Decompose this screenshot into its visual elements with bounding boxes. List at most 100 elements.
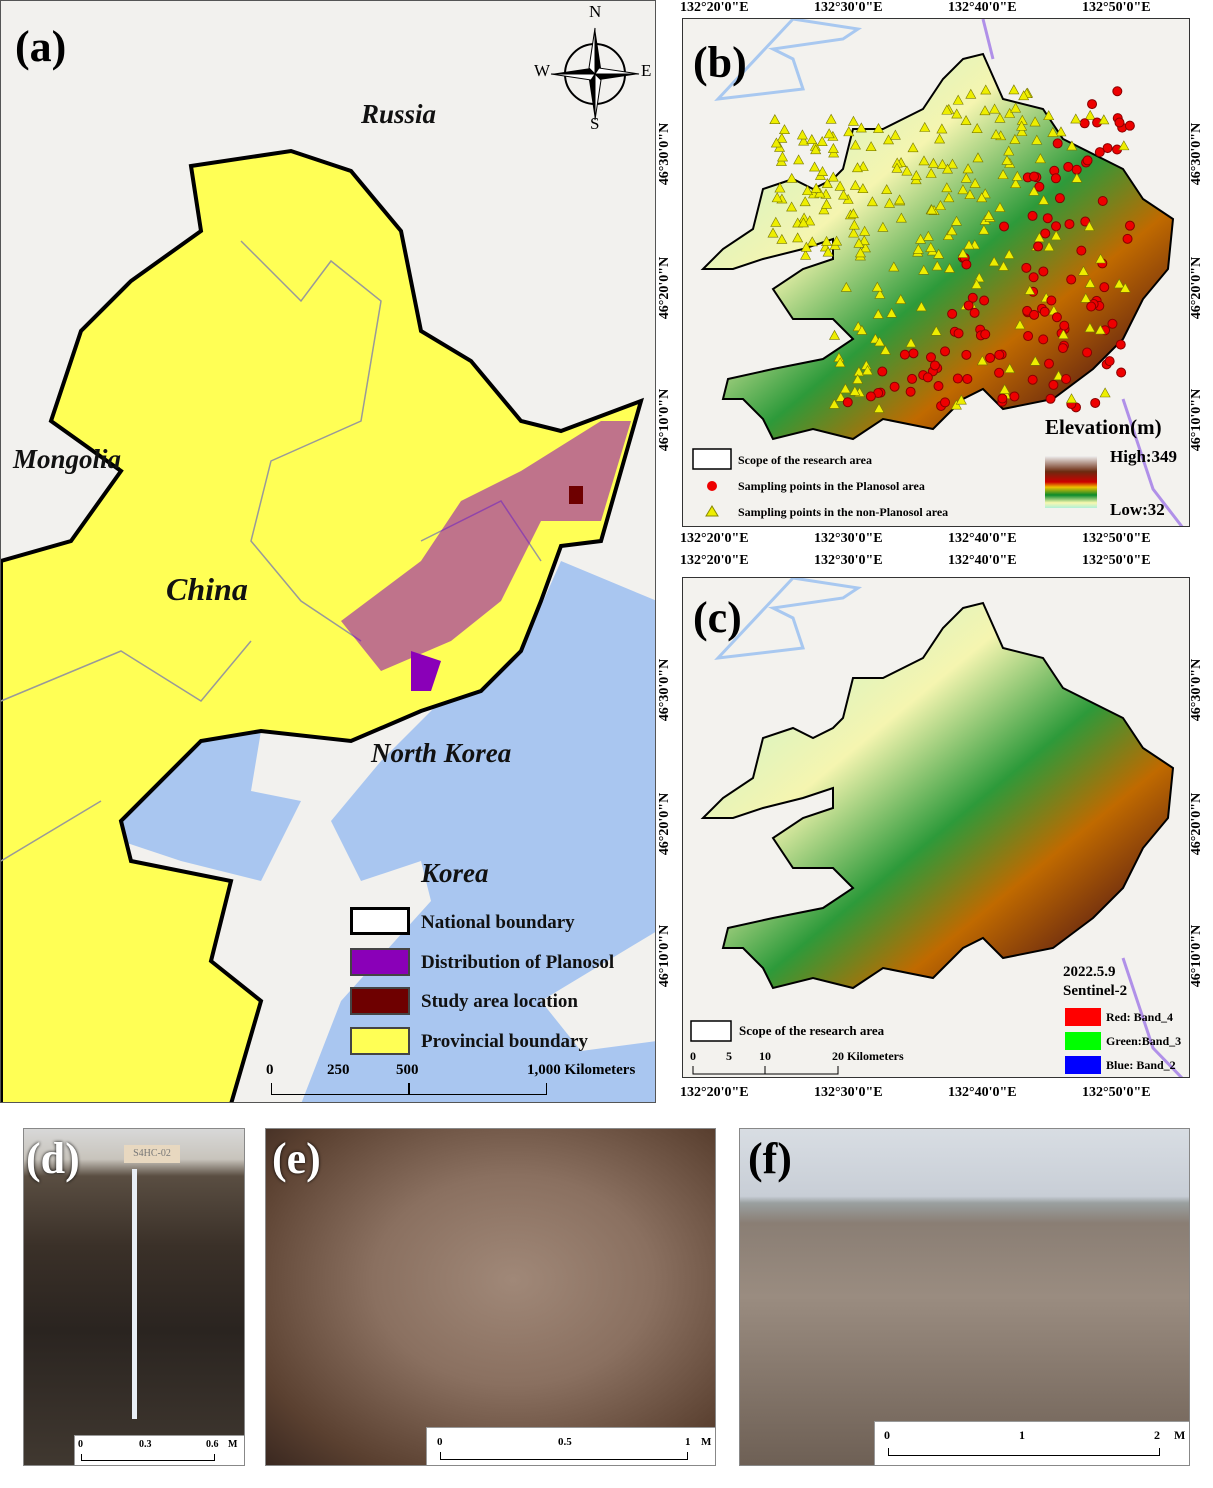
non-planosol-point bbox=[804, 215, 816, 226]
legend-swatch-study bbox=[350, 987, 410, 1015]
lat-label: 46°10'0"N bbox=[657, 924, 673, 988]
non-planosol-point bbox=[895, 212, 907, 223]
panel-c-letter: (c) bbox=[693, 593, 742, 642]
non-planosol-point bbox=[874, 336, 886, 347]
lat-label: 46°20'0"N bbox=[657, 792, 673, 856]
scale-tick: 1,000 Kilometers bbox=[527, 1062, 636, 1078]
non-planosol-point bbox=[994, 201, 1006, 212]
non-planosol-point bbox=[1066, 140, 1078, 151]
non-planosol-point bbox=[827, 142, 839, 153]
band-label: Red: Band_4 bbox=[1106, 1010, 1174, 1024]
planosol-point bbox=[1087, 99, 1098, 110]
photo-soil-surface: (e) 0 0.5 1 M bbox=[265, 1128, 716, 1466]
non-planosol-point bbox=[946, 158, 958, 169]
planosol-point bbox=[1090, 397, 1101, 408]
planosol-point bbox=[962, 373, 973, 384]
non-planosol-point bbox=[831, 235, 843, 246]
planosol-point bbox=[1104, 356, 1115, 367]
lon-label: 132°20'0"E bbox=[680, 531, 749, 546]
scale-tick: M bbox=[701, 1436, 712, 1448]
planosol-point bbox=[1071, 164, 1082, 175]
lon-label: 132°30'0"E bbox=[814, 553, 883, 568]
panel-d-letter: (d) bbox=[26, 1134, 80, 1183]
non-planosol-point bbox=[796, 129, 808, 140]
non-planosol-point bbox=[849, 139, 861, 150]
non-planosol-point bbox=[857, 183, 869, 193]
planosol-point bbox=[1080, 216, 1091, 227]
scale-tick: 5 bbox=[726, 1049, 732, 1063]
planosol-point bbox=[1059, 320, 1070, 331]
planosol-point bbox=[1043, 358, 1054, 369]
non-planosol-point bbox=[964, 189, 976, 200]
non-planosol-point bbox=[798, 135, 810, 146]
non-planosol-point bbox=[883, 197, 896, 208]
planosol-point bbox=[1038, 266, 1049, 277]
lon-label: 132°40'0"E bbox=[948, 553, 1017, 568]
planosol-point bbox=[967, 292, 978, 303]
non-planosol-point bbox=[957, 247, 969, 258]
non-planosol-point bbox=[912, 243, 924, 254]
band-red-swatch bbox=[1065, 1008, 1101, 1026]
planosol-point bbox=[1040, 228, 1051, 239]
non-planosol-point bbox=[879, 344, 891, 355]
non-planosol-point bbox=[822, 246, 834, 257]
scale-tick: 500 bbox=[396, 1062, 419, 1078]
non-planosol-point bbox=[941, 182, 953, 193]
planosol-point bbox=[961, 259, 972, 270]
non-planosol-point bbox=[957, 184, 969, 195]
planosol-point bbox=[1051, 312, 1062, 323]
planosol-point bbox=[980, 329, 991, 340]
planosol-point bbox=[961, 349, 972, 360]
planosol-point bbox=[925, 352, 936, 363]
scale-tick: 1 bbox=[1019, 1428, 1025, 1442]
non-planosol-point bbox=[976, 355, 988, 366]
non-planosol-point bbox=[888, 261, 900, 272]
compass-e: E bbox=[641, 61, 652, 80]
lat-label: 46°20'0"N bbox=[1189, 256, 1205, 320]
scale-tick: M bbox=[1174, 1428, 1186, 1442]
lat-label: 46°20'0"N bbox=[657, 256, 673, 320]
planosol-point bbox=[1023, 331, 1034, 342]
non-planosol-point bbox=[895, 293, 907, 304]
non-planosol-point bbox=[865, 141, 877, 152]
planosol-point bbox=[1057, 343, 1068, 354]
panel-e-letter: (e) bbox=[272, 1134, 321, 1183]
non-planosol-point bbox=[1118, 140, 1130, 151]
non-planosol-point bbox=[988, 256, 1000, 267]
photo-soil-profile: S4HC-02 (d) 0 0.3 0.6 M bbox=[23, 1128, 245, 1466]
non-planosol-point bbox=[925, 167, 937, 178]
band-label: Green:Band_3 bbox=[1106, 1034, 1182, 1048]
non-planosol-point bbox=[1077, 265, 1089, 276]
non-planosol-point bbox=[776, 132, 788, 143]
non-planosol-point bbox=[786, 172, 798, 183]
non-planosol-point bbox=[1038, 194, 1050, 205]
planosol-point bbox=[1039, 306, 1050, 317]
non-planosol-point bbox=[825, 113, 837, 124]
lon-label: 132°30'0"E bbox=[814, 531, 883, 546]
non-planosol-point bbox=[1008, 84, 1020, 95]
non-planosol-point bbox=[1098, 114, 1110, 125]
planosol-point bbox=[994, 367, 1005, 378]
non-planosol-point bbox=[838, 189, 850, 200]
planosol-point bbox=[1115, 339, 1126, 350]
elevation-low: Low:32 bbox=[1110, 500, 1165, 519]
panel-a-letter: (a) bbox=[15, 22, 67, 71]
non-planosol-point bbox=[835, 391, 847, 402]
non-planosol-point bbox=[854, 247, 866, 258]
non-planosol-point bbox=[853, 237, 865, 248]
non-planosol-point bbox=[1070, 113, 1082, 124]
non-planosol-point bbox=[847, 208, 859, 219]
non-planosol-point bbox=[834, 357, 846, 368]
non-planosol-point bbox=[941, 104, 953, 115]
non-planosol-point bbox=[1043, 110, 1055, 121]
scale-tick: 1 bbox=[685, 1436, 691, 1448]
non-planosol-point bbox=[856, 324, 868, 335]
non-planosol-point bbox=[1094, 324, 1106, 335]
non-planosol-point bbox=[1080, 292, 1092, 303]
lon-label: 132°30'0"E bbox=[814, 1085, 883, 1100]
panel-f-letter: (f) bbox=[748, 1134, 792, 1183]
planosol-point bbox=[1033, 241, 1044, 252]
non-planosol-point bbox=[859, 225, 871, 236]
non-planosol-point bbox=[960, 115, 972, 126]
non-planosol-point bbox=[1055, 126, 1067, 137]
